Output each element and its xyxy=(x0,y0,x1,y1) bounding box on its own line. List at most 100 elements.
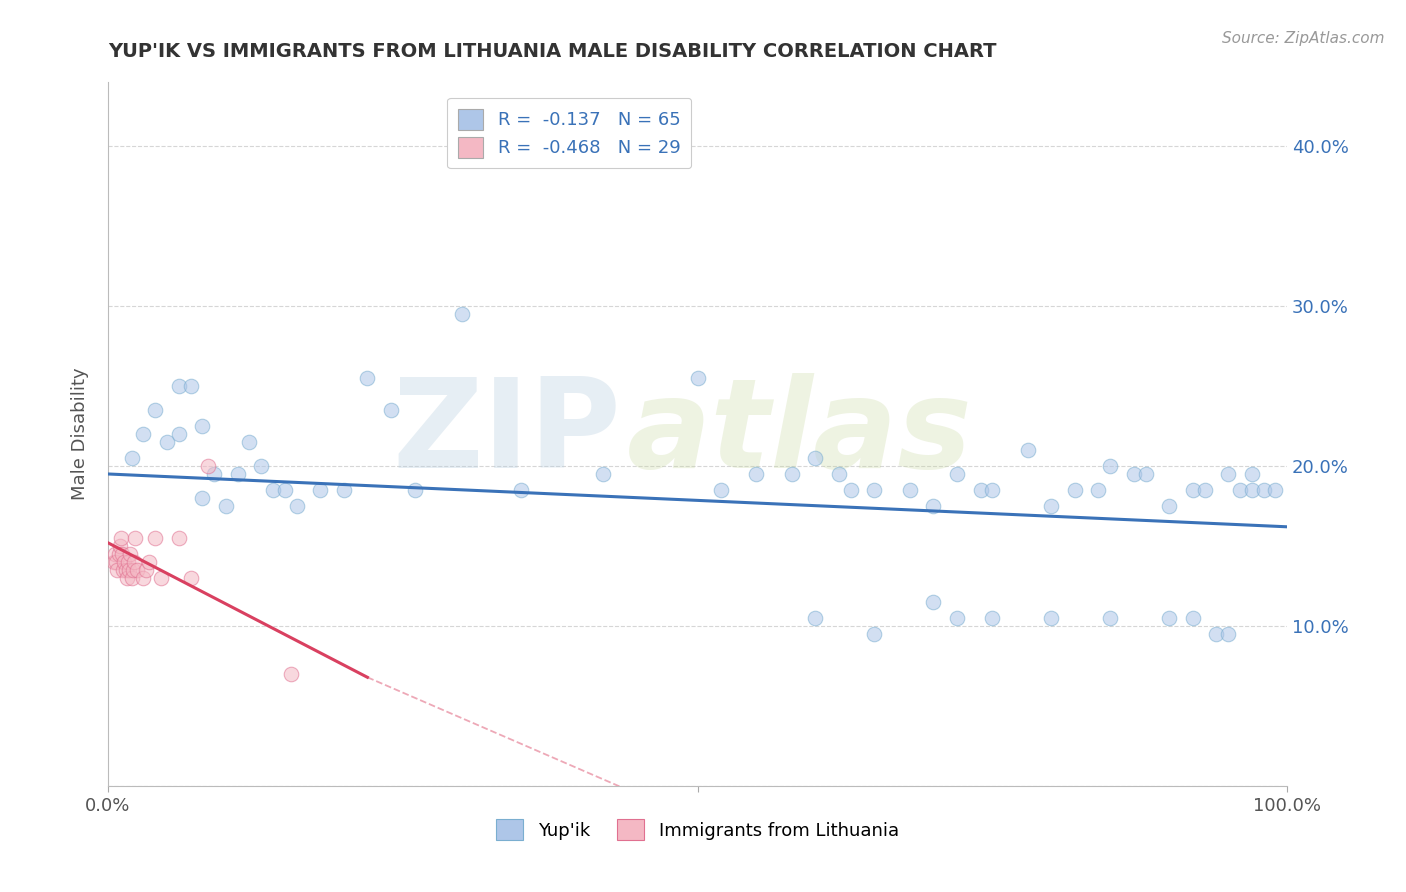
Point xyxy=(1181,611,1204,625)
Point xyxy=(150,571,173,585)
Point xyxy=(1240,467,1263,481)
Point xyxy=(285,499,308,513)
Point xyxy=(710,483,733,497)
Point xyxy=(143,531,166,545)
Point xyxy=(309,483,332,497)
Point xyxy=(333,483,356,497)
Point xyxy=(121,571,143,585)
Point xyxy=(804,450,827,465)
Point xyxy=(1194,483,1216,497)
Point xyxy=(280,667,302,681)
Point xyxy=(450,307,472,321)
Point xyxy=(202,467,225,481)
Point xyxy=(863,627,886,641)
Point xyxy=(132,426,155,441)
Point xyxy=(135,563,157,577)
Point xyxy=(1253,483,1275,497)
Point xyxy=(946,611,969,625)
Point xyxy=(839,483,862,497)
Point xyxy=(121,563,143,577)
Point xyxy=(138,555,160,569)
Point xyxy=(132,571,155,585)
Point xyxy=(250,458,273,473)
Point xyxy=(115,571,138,585)
Legend: R =  -0.137   N = 65, R =  -0.468   N = 29: R = -0.137 N = 65, R = -0.468 N = 29 xyxy=(447,98,692,169)
Point xyxy=(1159,499,1181,513)
Point xyxy=(380,403,402,417)
Point xyxy=(592,467,614,481)
Point xyxy=(804,611,827,625)
Point xyxy=(107,547,129,561)
Point xyxy=(1264,483,1286,497)
Point xyxy=(745,467,768,481)
Text: Source: ZipAtlas.com: Source: ZipAtlas.com xyxy=(1222,31,1385,46)
Point xyxy=(1017,442,1039,457)
Point xyxy=(167,426,190,441)
Point xyxy=(1216,627,1239,641)
Point xyxy=(981,611,1004,625)
Point xyxy=(1063,483,1085,497)
Point xyxy=(117,555,139,569)
Point xyxy=(686,371,709,385)
Point xyxy=(863,483,886,497)
Point xyxy=(180,571,202,585)
Point xyxy=(180,379,202,393)
Point xyxy=(969,483,991,497)
Text: ZIP: ZIP xyxy=(392,374,621,494)
Point xyxy=(1122,467,1144,481)
Point xyxy=(1099,458,1122,473)
Point xyxy=(238,434,260,449)
Point xyxy=(1240,483,1263,497)
Point xyxy=(191,491,214,505)
Point xyxy=(780,467,803,481)
Point xyxy=(143,403,166,417)
Point xyxy=(1099,611,1122,625)
Point xyxy=(107,563,129,577)
Point xyxy=(103,555,125,569)
Point xyxy=(1135,467,1157,481)
Point xyxy=(828,467,851,481)
Y-axis label: Male Disability: Male Disability xyxy=(72,368,89,500)
Point xyxy=(1040,611,1063,625)
Point xyxy=(127,563,149,577)
Point xyxy=(226,467,249,481)
Point xyxy=(121,450,143,465)
Point xyxy=(104,547,127,561)
Point xyxy=(262,483,284,497)
Point xyxy=(114,555,136,569)
Text: atlas: atlas xyxy=(627,374,973,494)
Point xyxy=(124,531,146,545)
Point xyxy=(105,555,128,569)
Point xyxy=(356,371,378,385)
Point xyxy=(922,595,945,609)
Point xyxy=(120,547,142,561)
Point xyxy=(112,563,135,577)
Point xyxy=(108,539,131,553)
Point xyxy=(167,531,190,545)
Point xyxy=(110,531,132,545)
Point xyxy=(981,483,1004,497)
Text: YUP'IK VS IMMIGRANTS FROM LITHUANIA MALE DISABILITY CORRELATION CHART: YUP'IK VS IMMIGRANTS FROM LITHUANIA MALE… xyxy=(108,42,997,61)
Point xyxy=(1181,483,1204,497)
Point xyxy=(1229,483,1251,497)
Point xyxy=(922,499,945,513)
Point xyxy=(1205,627,1227,641)
Point xyxy=(197,458,219,473)
Point xyxy=(215,499,238,513)
Point xyxy=(122,555,145,569)
Point xyxy=(167,379,190,393)
Point xyxy=(898,483,921,497)
Point xyxy=(111,547,134,561)
Point xyxy=(114,563,136,577)
Point xyxy=(191,419,214,434)
Point xyxy=(156,434,179,449)
Point xyxy=(946,467,969,481)
Point xyxy=(274,483,297,497)
Point xyxy=(1087,483,1109,497)
Point xyxy=(1159,611,1181,625)
Point xyxy=(1216,467,1239,481)
Point xyxy=(118,563,141,577)
Point xyxy=(1040,499,1063,513)
Point xyxy=(404,483,426,497)
Point xyxy=(509,483,531,497)
